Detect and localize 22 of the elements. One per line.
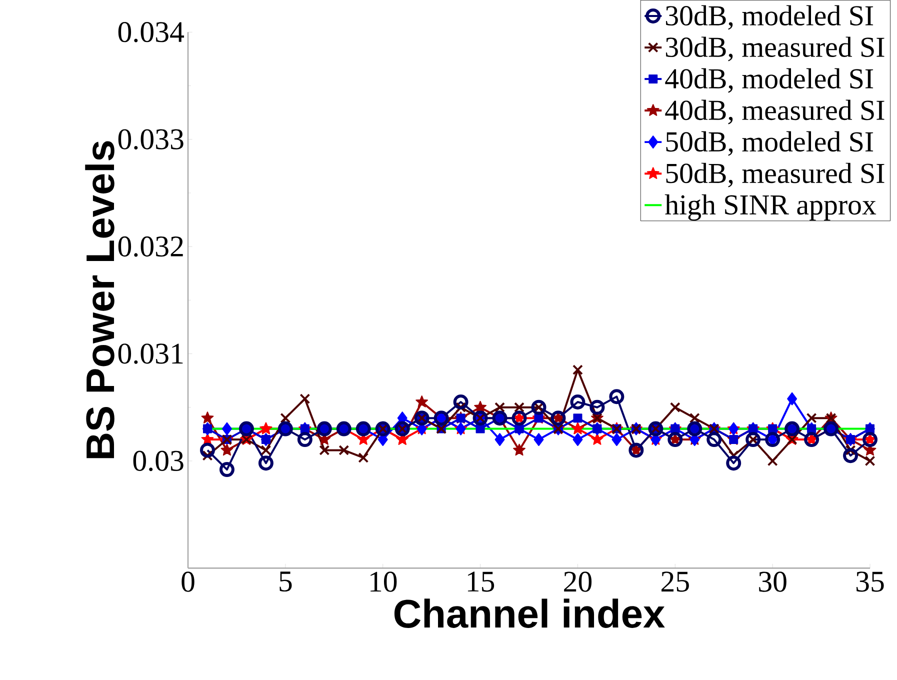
x-tick-label: 20 [564,572,592,592]
x-axis-title: Channel index [394,598,665,628]
legend-label: 50dB, measured SI [666,162,884,188]
x-tick-label: 25 [662,572,689,592]
legend-label: high SINR approx [664,194,876,221]
legend-label: 40dB, modeled SI [665,68,874,93]
x-tick-label: 35 [856,572,884,592]
x-tick-label: 15 [468,572,494,592]
y-axis-title: BS Power Levels [85,141,114,458]
y-tick-label: 0.03 [133,450,184,472]
x-tick-label: 5 [280,572,292,592]
y-tick-label: 0.034 [118,22,184,42]
y-tick-label: 0.033 [118,129,184,150]
y-tick-label: 0.032 [118,236,183,257]
legend-label: 40dB, measured SI [665,100,884,124]
x-tick-label: 0 [182,572,194,592]
legend-label: 50dB, modeled SI [666,131,874,156]
legend-label: 30dB, modeled SI [666,5,874,30]
legend-label: 30dB, measured SI [666,36,884,62]
y-tick-label: 0.031 [118,344,183,364]
x-tick-label: 30 [759,572,786,592]
x-tick-label: 10 [370,572,397,592]
